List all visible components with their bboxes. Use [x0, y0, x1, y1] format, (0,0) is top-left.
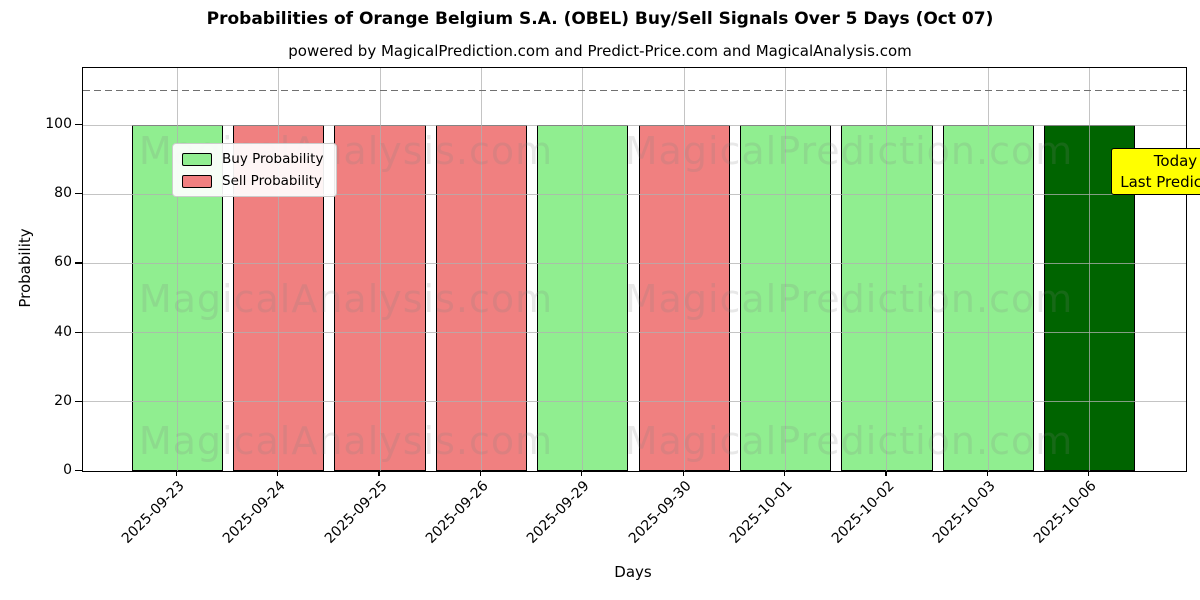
x-tick-label: 2025-10-02 [828, 478, 898, 547]
x-tick-label: 2025-09-23 [118, 478, 188, 547]
threshold-dashed-line [83, 89, 1186, 92]
legend-label-sell: Sell Probability [222, 173, 323, 189]
legend: Buy Probability Sell Probability [172, 143, 338, 197]
y-tick-mark [75, 124, 82, 126]
gridline-y-80 [83, 193, 1186, 195]
x-tick-label: 2025-10-01 [727, 478, 796, 547]
watermark-text: MagicalAnalysis.com [138, 419, 554, 463]
gridline-y-60 [83, 262, 1186, 264]
legend-swatch-sell [182, 174, 212, 188]
y-tick-label: 60 [54, 254, 72, 271]
y-tick-label: 100 [45, 116, 72, 133]
y-tick-label: 80 [54, 185, 72, 202]
x-tick-label: 2025-09-24 [220, 478, 289, 547]
x-tick-label: 2025-09-25 [321, 478, 391, 547]
chart-title: Probabilities of Orange Belgium S.A. (OB… [206, 9, 994, 29]
legend-label-buy: Buy Probability [222, 151, 324, 167]
y-tick-label: 40 [54, 323, 72, 340]
chart-subtitle: powered by MagicalPrediction.com and Pre… [288, 42, 912, 60]
x-tick-mark [581, 470, 583, 476]
x-tick-label: 2025-09-29 [524, 478, 594, 547]
y-tick-mark [75, 470, 82, 472]
gridline-x-2025-10-02 [886, 68, 888, 471]
x-tick-mark [783, 470, 786, 476]
x-tick-mark [1088, 470, 1090, 476]
legend-swatch-buy [182, 152, 212, 166]
gridline-x-2025-10-03 [987, 68, 989, 471]
watermark-text: MagicalPrediction.com [624, 129, 1074, 173]
gridline-x-2025-09-30 [683, 68, 685, 471]
y-tick-mark [75, 331, 82, 333]
gridline-x-2025-09-26 [480, 68, 482, 471]
x-tick-label: 2025-10-06 [1031, 478, 1101, 547]
gridline-x-2025-10-06 [1089, 68, 1091, 471]
watermark-text: MagicalPrediction.com [624, 419, 1074, 463]
gridline-x-2025-10-01 [785, 68, 787, 471]
gridline-y-20 [83, 401, 1186, 403]
y-tick-mark [75, 262, 82, 264]
x-tick-label: 2025-09-26 [422, 478, 492, 547]
annotation-line-last-prediction: Last Prediction [1120, 173, 1200, 191]
x-tick-mark [682, 470, 684, 476]
y-tick-label: 0 [63, 462, 72, 478]
y-tick-mark [75, 193, 82, 195]
x-tick-mark [277, 470, 279, 476]
gridline-x-2025-09-25 [379, 68, 381, 471]
x-tick-mark [885, 470, 887, 476]
y-tick-mark [75, 400, 82, 402]
gridline-x-2025-09-29 [582, 68, 584, 471]
x-axis-label: Days [614, 563, 652, 581]
x-tick-mark [986, 470, 988, 476]
gridline-y-100 [83, 124, 1186, 126]
gridline-y-40 [83, 332, 1186, 334]
y-tick-label: 20 [54, 392, 72, 409]
x-tick-mark [479, 470, 481, 476]
x-tick-label: 2025-10-03 [929, 478, 999, 547]
x-tick-mark [175, 470, 177, 476]
annotation-line-today: Today [1153, 152, 1198, 170]
watermark-text: MagicalPrediction.com [624, 277, 1074, 321]
x-tick-mark [378, 470, 380, 476]
x-tick-label: 2025-09-30 [625, 478, 695, 547]
gridline-x-2025-09-24 [278, 68, 280, 471]
plot-area: MagicalAnalysis.com MagicalPrediction.com… [82, 67, 1200, 472]
watermark-text: MagicalAnalysis.com [138, 277, 554, 321]
legend-item-buy: Buy Probability [182, 151, 323, 167]
gridline-x-2025-09-23 [176, 68, 178, 471]
legend-item-sell: Sell Probability [182, 173, 323, 189]
today-annotation-box: Today Last Prediction [1111, 148, 1200, 195]
